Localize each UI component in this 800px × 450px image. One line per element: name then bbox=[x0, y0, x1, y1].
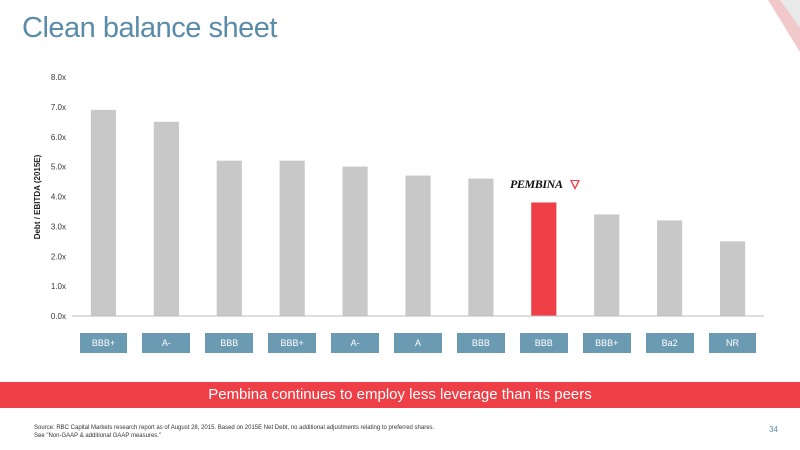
y-tick-label: 6.0x bbox=[51, 133, 66, 142]
bar-peer bbox=[342, 166, 368, 316]
credit-rating-label: A- bbox=[331, 333, 379, 353]
y-axis-label-group: Debt / EBITDA (2015E) bbox=[33, 154, 42, 239]
y-tick-label: 7.0x bbox=[51, 103, 66, 112]
credit-rating-row: BBB+ A- BBB BBB+ A- A BBB BBB BBB+ Ba2 NR bbox=[0, 333, 800, 353]
bar-pembina bbox=[531, 202, 557, 316]
credit-rating-label: NR bbox=[708, 333, 757, 353]
y-tick-label: 3.0x bbox=[51, 222, 66, 231]
slide-title: Clean balance sheet bbox=[22, 12, 277, 44]
bar-peer bbox=[657, 220, 683, 316]
pembina-logo-text: PEMBINA bbox=[510, 177, 563, 191]
bar-peer bbox=[153, 121, 179, 316]
y-tick-label: 2.0x bbox=[51, 252, 66, 261]
credit-rating-label: BBB bbox=[457, 333, 505, 353]
bar-peer bbox=[405, 175, 431, 316]
y-tick-label: 1.0x bbox=[51, 282, 66, 291]
bar-peer bbox=[594, 214, 620, 316]
credit-rating-label: Ba2 bbox=[645, 333, 694, 353]
y-tick-label: 8.0x bbox=[51, 73, 66, 82]
credit-rating-label: BBB+ bbox=[79, 333, 128, 353]
key-message-banner: Pembina continues to employ less leverag… bbox=[0, 382, 800, 408]
footnote-line-1: Source: RBC Capital Markets research rep… bbox=[34, 425, 435, 431]
bar-chart: Debt / EBITDA (2015E) 0.0x 1.0x 2.0x 3.0x 4.… bbox=[33, 73, 764, 321]
page-number: 34 bbox=[769, 425, 778, 434]
bar-peer bbox=[279, 160, 305, 316]
y-tick-label: 5.0x bbox=[51, 163, 66, 172]
y-tick-label: 0.0x bbox=[51, 312, 66, 321]
bar-peer bbox=[468, 178, 494, 316]
pembina-logo: PEMBINA bbox=[510, 177, 580, 192]
source-footnote: Source: RBC Capital Markets research rep… bbox=[34, 425, 734, 440]
credit-rating-label: A- bbox=[142, 333, 191, 353]
bar-peer bbox=[90, 109, 117, 316]
credit-rating-label: BBB bbox=[519, 333, 568, 353]
bar-peer bbox=[719, 241, 746, 316]
credit-rating-label: BBB+ bbox=[268, 333, 317, 353]
footnote-line-2: See "Non-GAAP & additional GAAP measures… bbox=[34, 432, 162, 439]
y-axis-label: Debt / EBITDA (2015E) bbox=[33, 154, 42, 239]
credit-rating-label: BBB+ bbox=[582, 333, 631, 353]
credit-rating-label: A bbox=[394, 333, 442, 353]
y-tick-label: 4.0x bbox=[51, 193, 66, 202]
credit-rating-label: BBB bbox=[205, 333, 254, 353]
bar-peer bbox=[216, 160, 242, 316]
logo-mark-icon bbox=[570, 180, 580, 190]
corner-decoration bbox=[768, 0, 800, 52]
